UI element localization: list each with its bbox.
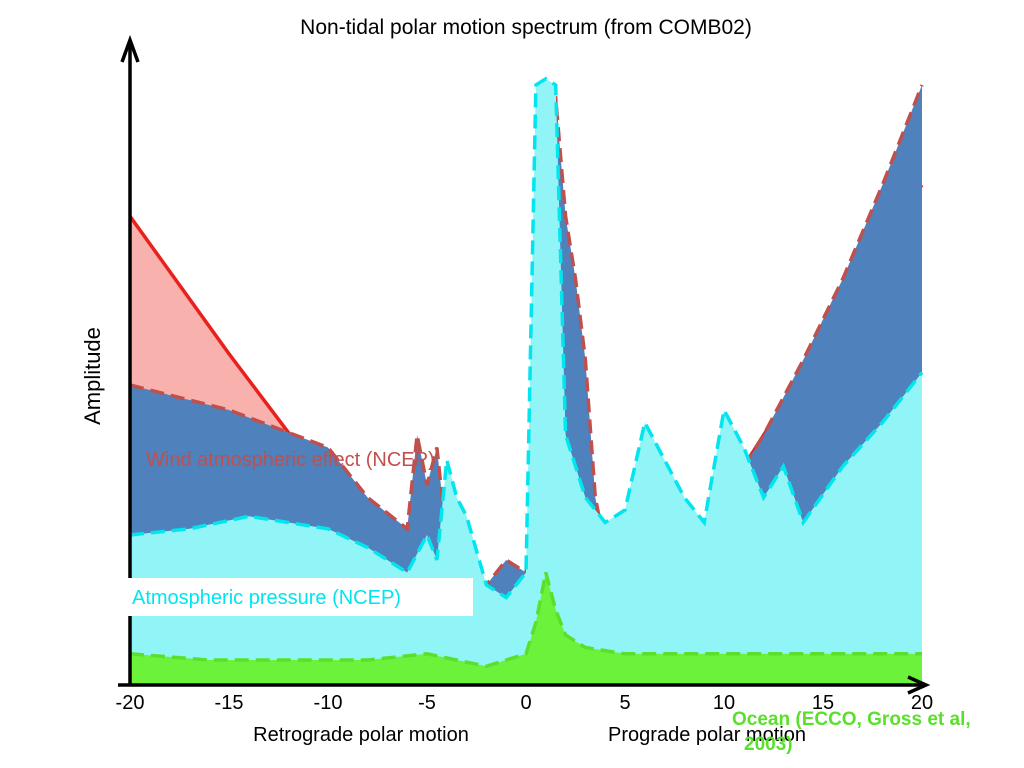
x-tick-labels: -20 -15 -10 -5 0 5 10 15 20 (116, 692, 934, 714)
annotations: Wind atmospheric effect (NCEP) Atmospheri… (128, 449, 971, 755)
x-axis-arrow (907, 675, 931, 695)
annotation-label: Atmospheric pressure (NCEP) (132, 587, 401, 609)
series-line-2 (129, 76, 924, 600)
x-tick-label: 10 (713, 692, 735, 714)
series-line-3 (129, 572, 922, 669)
annotation-label: Wind atmospheric effect (NCEP) (146, 449, 435, 471)
x-axis-label-retrograde: Retrograde polar motion (253, 724, 469, 746)
series-area-2 (130, 78, 922, 686)
x-tick-label: -20 (116, 692, 145, 714)
annotation-label: Ocean (ECCO, Gross et al, (732, 709, 971, 730)
x-tick-label: 15 (812, 692, 834, 714)
x-tick-label: 20 (911, 692, 933, 714)
y-axis-arrow (120, 34, 140, 63)
x-tick-label: -5 (418, 692, 436, 714)
annotation-label-cont: 2003) (744, 734, 793, 755)
x-tick-label: -15 (215, 692, 244, 714)
x-tick-label: 5 (619, 692, 630, 714)
x-tick-label: 0 (520, 692, 531, 714)
series-areas (128, 76, 924, 686)
chart-title: Non-tidal polar motion spectrum (from CO… (300, 16, 752, 39)
annotation-background (128, 578, 473, 616)
x-axis-label-prograde: Prograde polar motion (608, 724, 806, 746)
series-area-3 (130, 572, 922, 685)
y-axis-label: Amplitude (80, 327, 105, 425)
x-tick-label: -10 (314, 692, 343, 714)
